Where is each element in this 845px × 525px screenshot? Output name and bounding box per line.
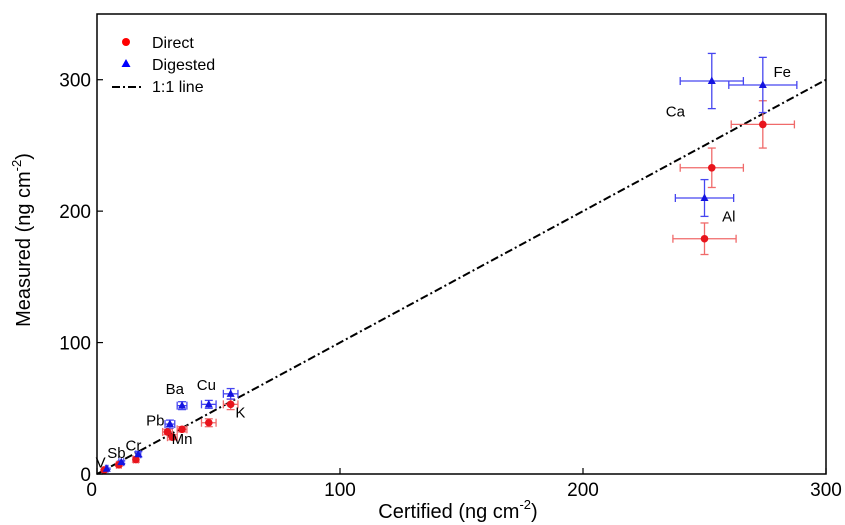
x-axis-title-end: ) (531, 501, 538, 523)
annotation-ca: Ca (666, 104, 686, 121)
digested-error-bar (222, 387, 239, 400)
digested-point (758, 80, 767, 88)
direct-point (226, 400, 235, 409)
x-tick-label: 200 (567, 480, 599, 501)
error-bar-layer (100, 52, 798, 475)
x-axis-title-sup: -2 (519, 497, 531, 512)
direct-point (163, 428, 172, 436)
digested-point (165, 419, 174, 428)
direct-point (132, 455, 140, 464)
x-axis-title: Certified (ng cm-2) (378, 497, 537, 523)
annotation-sb: Sb (107, 445, 125, 462)
digested-point (134, 449, 143, 458)
annotation-cu: Cu (197, 377, 216, 394)
direct-point (204, 418, 213, 427)
annotation-k: K (235, 404, 245, 421)
y-axis-title-sup: -2 (9, 160, 24, 172)
y-tick-label: 0 (80, 465, 91, 486)
legend: Direct Digested 1:1 line (112, 35, 215, 96)
y-axis-title-main: Measured (ng cm (13, 171, 35, 327)
x-tick-label: 0 (86, 480, 97, 501)
axes: 0 100 200 300 0 100 200 300 (59, 13, 842, 501)
legend-label-direct: Direct (152, 35, 194, 52)
x-axis-title-main: Certified (ng cm (378, 501, 519, 523)
annotation-mn: Mn (172, 431, 193, 448)
digested-point (204, 399, 213, 408)
digested-point (700, 193, 709, 201)
annotation-al: Al (722, 209, 735, 226)
annotation-v: V (96, 454, 106, 471)
legend-marker-direct (122, 38, 130, 46)
direct-point (707, 163, 716, 172)
direct-point (700, 234, 709, 243)
y-tick-label: 300 (59, 71, 91, 92)
direct-point (168, 433, 177, 442)
legend-label-digested: Digested (152, 57, 215, 74)
digested-point (117, 457, 126, 466)
plot-frame (96, 13, 827, 475)
annotation-pb: Pb (146, 412, 164, 429)
x-tick-label: 100 (324, 480, 356, 501)
y-axis-title: Measured (ng cm-2) (9, 153, 35, 327)
direct-point (759, 120, 767, 129)
digested-point (226, 389, 235, 397)
digested-point (707, 76, 716, 85)
y-tick-label: 200 (59, 202, 91, 223)
digested-point (102, 464, 111, 472)
annotation-cr: Cr (126, 437, 142, 454)
data-point-layer (100, 76, 767, 474)
reference-line-layer (96, 78, 827, 475)
y-tick-label: 100 (59, 334, 91, 355)
x-tick-label: 300 (810, 480, 842, 501)
legend-marker-digested (121, 59, 131, 67)
annotation-ba: Ba (166, 381, 185, 398)
legend-label-11-line: 1:1 line (152, 79, 204, 96)
y-axis-title-end: ) (13, 153, 35, 160)
direct-point (178, 425, 186, 434)
digested-point (178, 401, 187, 409)
annotation-fe: Fe (774, 64, 792, 81)
one-to-one-line (96, 78, 827, 475)
